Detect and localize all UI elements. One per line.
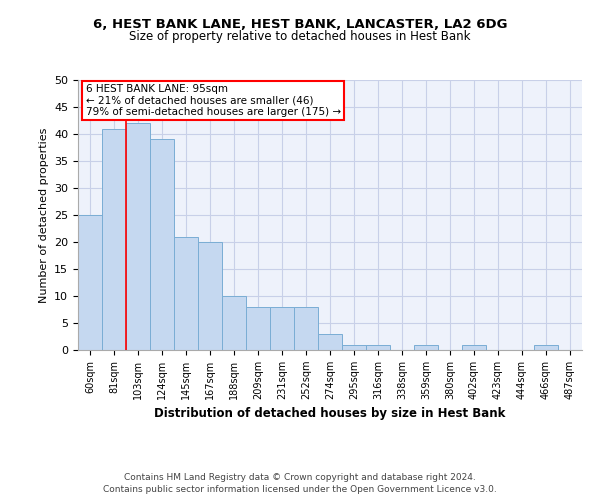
Bar bbox=[246, 307, 270, 350]
Bar bbox=[366, 344, 390, 350]
Bar bbox=[126, 123, 150, 350]
Bar bbox=[318, 334, 342, 350]
Bar bbox=[462, 344, 486, 350]
Bar bbox=[294, 307, 318, 350]
Bar bbox=[270, 307, 294, 350]
Text: 6, HEST BANK LANE, HEST BANK, LANCASTER, LA2 6DG: 6, HEST BANK LANE, HEST BANK, LANCASTER,… bbox=[93, 18, 507, 30]
Bar bbox=[414, 344, 438, 350]
Text: Contains HM Land Registry data © Crown copyright and database right 2024.: Contains HM Land Registry data © Crown c… bbox=[124, 472, 476, 482]
Text: Distribution of detached houses by size in Hest Bank: Distribution of detached houses by size … bbox=[154, 408, 506, 420]
Y-axis label: Number of detached properties: Number of detached properties bbox=[38, 128, 49, 302]
Bar bbox=[534, 344, 558, 350]
Text: 6 HEST BANK LANE: 95sqm
← 21% of detached houses are smaller (46)
79% of semi-de: 6 HEST BANK LANE: 95sqm ← 21% of detache… bbox=[86, 84, 341, 117]
Bar bbox=[342, 344, 366, 350]
Bar bbox=[198, 242, 222, 350]
Text: Size of property relative to detached houses in Hest Bank: Size of property relative to detached ho… bbox=[129, 30, 471, 43]
Bar bbox=[174, 236, 198, 350]
Bar bbox=[102, 128, 126, 350]
Bar bbox=[150, 140, 174, 350]
Text: Contains public sector information licensed under the Open Government Licence v3: Contains public sector information licen… bbox=[103, 485, 497, 494]
Bar bbox=[78, 215, 102, 350]
Bar bbox=[222, 296, 246, 350]
